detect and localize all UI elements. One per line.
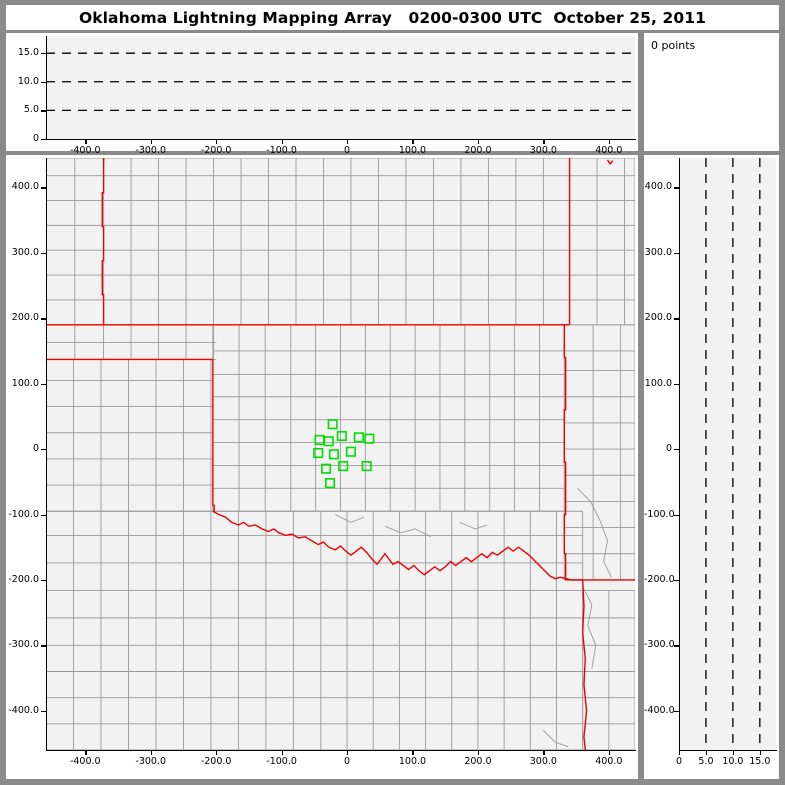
lightning-source-markers [314,420,374,487]
x-tick [412,139,413,144]
height-density-y-tick-label: -200.0 [644,574,672,585]
point-count-label: 0 points [651,39,695,52]
y-tick [674,645,679,646]
time-height-panel[interactable]: 05.010.015.0-400.0-300.0-200.0-100.00100… [6,33,638,151]
map-x-tick-label: -100.0 [254,756,310,767]
height-density-x-axis [679,750,777,751]
x-tick [706,750,707,755]
x-tick [679,750,680,755]
height-density-data-layer [679,158,776,750]
x-tick [733,750,734,755]
map-y-tick-label: 300.0 [6,247,39,258]
x-tick [760,750,761,755]
y-tick [674,515,679,516]
time-height-y-axis [46,36,47,140]
time-height-y-tick-label: 0 [6,133,39,144]
y-tick [41,110,46,111]
map-y-tick-label: 100.0 [6,378,39,389]
y-tick [41,187,46,188]
x-tick [347,750,348,755]
y-tick [674,384,679,385]
x-tick [151,139,152,144]
y-tick [674,187,679,188]
map-y-tick-label: -300.0 [6,639,39,650]
x-tick [478,750,479,755]
map-x-tick-label: -400.0 [57,756,113,767]
x-tick [609,139,610,144]
height-density-y-tick-label: 100.0 [644,378,672,389]
y-tick [41,515,46,516]
map-x-tick-label: 100.0 [384,756,440,767]
x-tick [609,750,610,755]
map-y-tick-label: 0 [6,443,39,454]
y-tick [674,449,679,450]
y-tick [41,449,46,450]
x-tick [347,139,348,144]
map-x-tick-label: 200.0 [450,756,506,767]
x-tick [216,750,217,755]
y-tick [674,253,679,254]
x-tick [282,750,283,755]
y-tick [41,318,46,319]
map-x-tick-label: 300.0 [515,756,571,767]
map-x-tick-label: 400.0 [581,756,637,767]
map-y-tick-label: -100.0 [6,509,39,520]
title-bar: Oklahoma Lightning Mapping Array 0200-03… [6,5,779,30]
x-tick [412,750,413,755]
map-x-tick-label: 0 [319,756,375,767]
y-tick [41,53,46,54]
x-tick [85,139,86,144]
lma-viewer-window: Oklahoma Lightning Mapping Array 0200-03… [0,0,785,785]
height-density-y-tick-label: 400.0 [644,181,672,192]
y-tick [674,711,679,712]
time-height-y-tick-label: 15.0 [6,47,39,58]
y-tick [41,139,46,140]
map-plot-area[interactable] [46,158,635,750]
y-tick [41,711,46,712]
height-density-y-tick-label: -300.0 [644,639,672,650]
map-geography-layer [46,158,635,750]
x-tick [543,750,544,755]
page-title: Oklahoma Lightning Mapping Array 0200-03… [79,9,706,27]
height-density-y-tick-label: 300.0 [644,247,672,258]
height-density-y-tick-label: -400.0 [644,705,672,716]
county-boundaries [46,158,635,750]
y-tick [41,384,46,385]
x-tick [282,139,283,144]
time-height-y-tick-label: 10.0 [6,76,39,87]
height-density-y-tick-label: 0 [644,443,672,454]
time-height-data-layer [46,36,635,139]
point-count-panel: 0 points [644,33,779,151]
y-tick [674,318,679,319]
map-panel[interactable]: -400.0 -300.0 -200.0 -100.0 0 100.0 200.0 300.0… [6,155,638,779]
height-density-x-tick-label: 15.0 [742,756,778,767]
x-tick [216,139,217,144]
x-tick [478,139,479,144]
height-density-panel[interactable]: -400.0 -300.0 -200.0 -100.0 0 100.0 200.0 300.0… [644,155,779,779]
height-density-y-tick-label: -100.0 [644,509,672,520]
map-x-tick-label: -200.0 [188,756,244,767]
height-density-plot-area[interactable] [679,158,776,750]
x-tick [151,750,152,755]
y-tick [41,645,46,646]
time-height-x-axis [46,139,636,140]
map-y-tick-label: -200.0 [6,574,39,585]
x-tick [543,139,544,144]
map-y-tick-label: -400.0 [6,705,39,716]
map-x-tick-label: -300.0 [123,756,179,767]
y-tick [674,580,679,581]
y-tick [41,580,46,581]
y-tick [41,82,46,83]
y-tick [41,253,46,254]
height-density-y-axis [679,158,680,751]
map-y-axis [46,158,47,751]
time-height-plot-area[interactable] [46,36,635,139]
map-x-axis [46,750,636,751]
height-density-y-tick-label: 200.0 [644,312,672,323]
map-y-tick-label: 400.0 [6,181,39,192]
map-y-tick-label: 200.0 [6,312,39,323]
x-tick [85,750,86,755]
time-height-y-tick-label: 5.0 [6,104,39,115]
